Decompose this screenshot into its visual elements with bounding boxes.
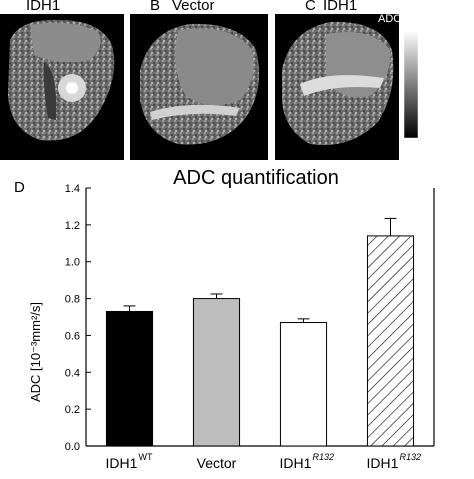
- y-axis-label: ADC [10⁻³mm²/s]: [28, 302, 43, 402]
- panel-label-c: C: [305, 0, 316, 14]
- y-tick-label: 0.8: [65, 294, 80, 306]
- colorbar-tick: 1.5: [428, 56, 442, 67]
- colorbar-title: ADC [10⁻³mm²/s]: [378, 13, 463, 25]
- x-tick-label-superscript: R132: [313, 452, 335, 462]
- colorbar: [403, 29, 419, 139]
- chart-svg: D ADC quantification ADC [10⁻³mm²/s] 0.0…: [14, 167, 435, 471]
- x-tick-label-superscript: WT: [139, 452, 153, 462]
- y-tick-label: 0.6: [65, 330, 80, 342]
- colorbar-tick: 2.0: [428, 30, 442, 41]
- panel-label-idh1-wt: IDH1: [26, 0, 60, 14]
- adc-bar-chart: D ADC quantification ADC [10⁻³mm²/s] 0.0…: [0, 160, 474, 474]
- x-tick-label: IDH1: [367, 455, 399, 471]
- y-tick-label: 0.0: [65, 441, 80, 453]
- colorbar-tick: 0: [428, 132, 434, 143]
- x-tick-label-superscript: R132: [400, 452, 422, 462]
- y-tick-label: 1.4: [65, 183, 80, 195]
- y-tick-label: 1.0: [65, 257, 80, 269]
- x-tick-label: Vector: [197, 455, 237, 471]
- colorbar-tick: 1.0: [428, 82, 442, 93]
- bar: [192, 298, 241, 447]
- chart-title: ADC quantification: [173, 167, 339, 189]
- colorbar-tick: 0.5: [428, 108, 442, 119]
- y-tick-label: 1.2: [65, 220, 80, 232]
- mri-images: ADC [10⁻³mm²/s] 2.0 1.5 1.0 0.5 0 IDH1 B…: [0, 0, 463, 160]
- bar: [366, 235, 415, 447]
- panel-label-idh1-r132: IDH1: [323, 0, 357, 14]
- y-tick-label: 0.4: [65, 367, 80, 379]
- chart-panel-label: D: [14, 179, 25, 196]
- panel-label-b: B: [150, 0, 160, 14]
- x-tick-label: IDH1: [106, 455, 138, 471]
- y-tick-label: 0.2: [65, 404, 80, 416]
- bar: [105, 310, 154, 447]
- mri-image-panels: ADC [10⁻³mm²/s] 2.0 1.5 1.0 0.5 0 IDH1 B…: [0, 0, 474, 160]
- x-tick-label: IDH1: [280, 455, 312, 471]
- bar: [279, 322, 328, 447]
- panel-label-vector: Vector: [172, 0, 215, 14]
